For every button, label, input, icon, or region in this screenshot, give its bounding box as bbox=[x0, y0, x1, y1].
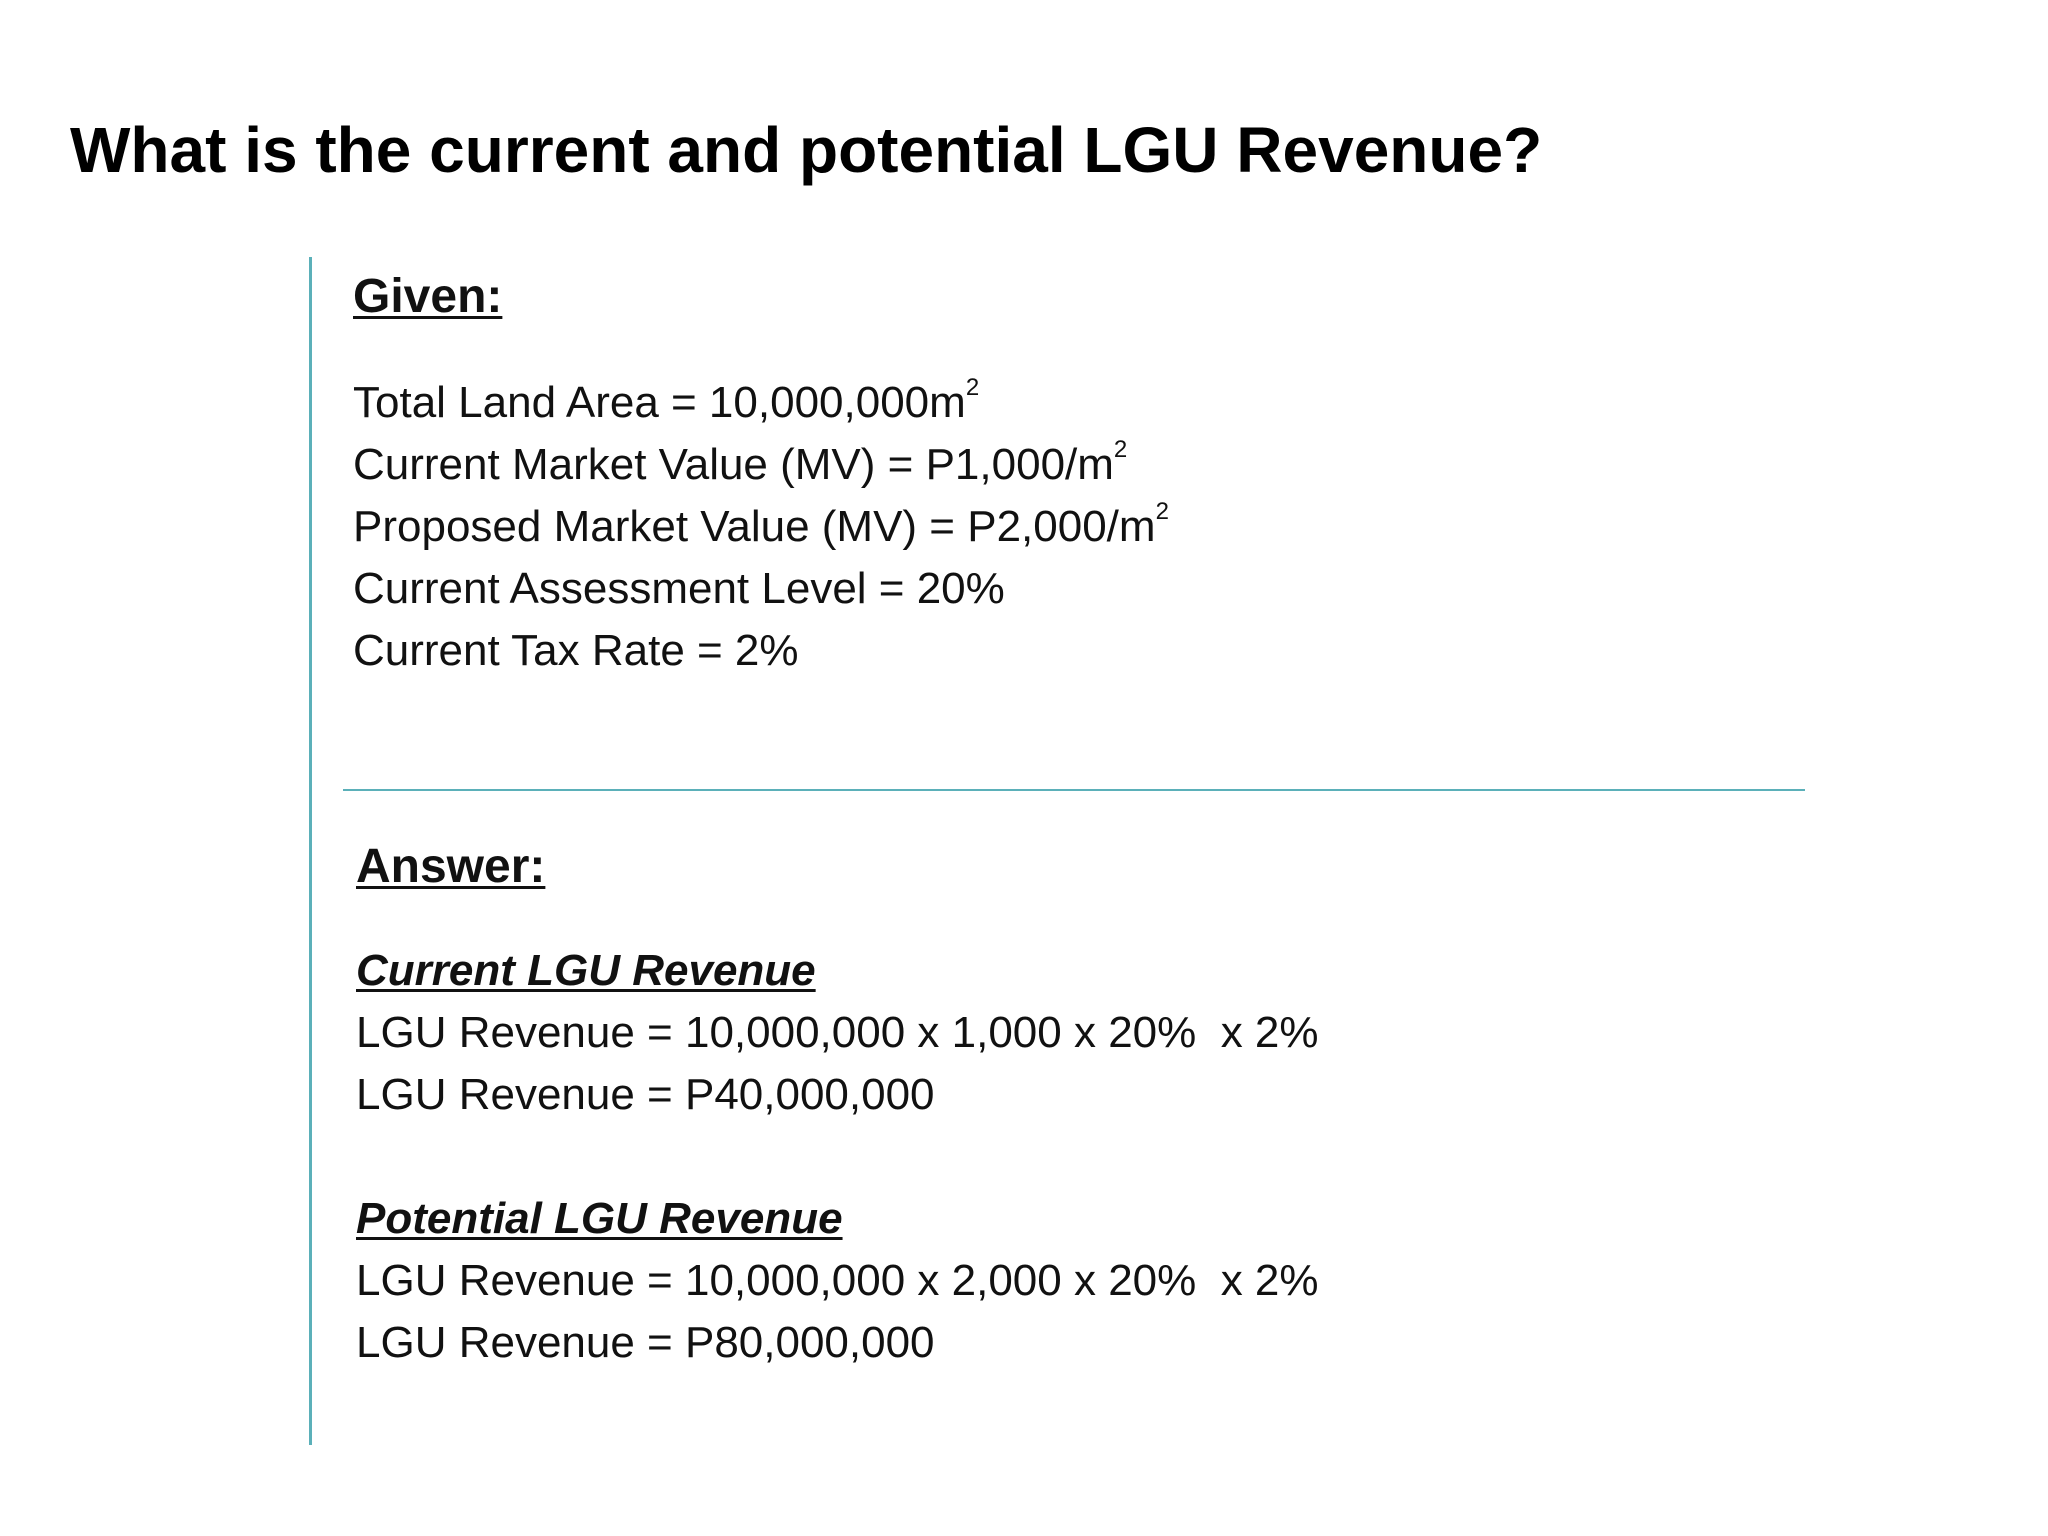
current-revenue-formula: LGU Revenue = 10,000,000 x 1,000 x 20% x… bbox=[356, 1007, 1319, 1057]
potential-revenue-heading: Potential LGU Revenue bbox=[356, 1193, 843, 1243]
superscript: 2 bbox=[1113, 435, 1128, 463]
given-item-land-area: Total Land Area = 10,000,000m2 bbox=[353, 372, 1169, 434]
given-item-tax-rate: Current Tax Rate = 2% bbox=[353, 620, 1169, 682]
current-revenue-heading: Current LGU Revenue bbox=[356, 945, 816, 995]
given-section: Given: Total Land Area = 10,000,000m2 Cu… bbox=[353, 268, 1169, 682]
superscript: 2 bbox=[965, 373, 980, 401]
given-item-text: Current Assessment Level = 20% bbox=[353, 563, 1005, 613]
given-item-text: Current Market Value (MV) = P1,000/m bbox=[353, 439, 1114, 489]
answer-heading: Answer: bbox=[356, 840, 546, 893]
potential-revenue-result: LGU Revenue = P80,000,000 bbox=[356, 1317, 935, 1367]
given-item-current-mv: Current Market Value (MV) = P1,000/m2 bbox=[353, 434, 1169, 496]
superscript: 2 bbox=[1155, 497, 1169, 525]
potential-revenue-formula: LGU Revenue = 10,000,000 x 2,000 x 20% x… bbox=[356, 1255, 1319, 1305]
given-item-text: Proposed Market Value (MV) = P2,000/m bbox=[353, 501, 1156, 551]
given-item-text: Current Tax Rate = 2% bbox=[353, 625, 799, 675]
horizontal-divider bbox=[343, 789, 1805, 791]
given-item-text: Total Land Area = 10,000,000m bbox=[353, 377, 966, 427]
answer-section: Answer: Current LGU Revenue LGU Revenue … bbox=[356, 838, 1319, 1374]
given-item-assessment-level: Current Assessment Level = 20% bbox=[353, 558, 1169, 620]
current-revenue-result: LGU Revenue = P40,000,000 bbox=[356, 1069, 935, 1119]
vertical-divider bbox=[309, 257, 312, 1445]
given-item-proposed-mv: Proposed Market Value (MV) = P2,000/m2 bbox=[353, 496, 1169, 558]
slide-title: What is the current and potential LGU Re… bbox=[70, 114, 1543, 186]
given-heading: Given: bbox=[353, 270, 503, 323]
